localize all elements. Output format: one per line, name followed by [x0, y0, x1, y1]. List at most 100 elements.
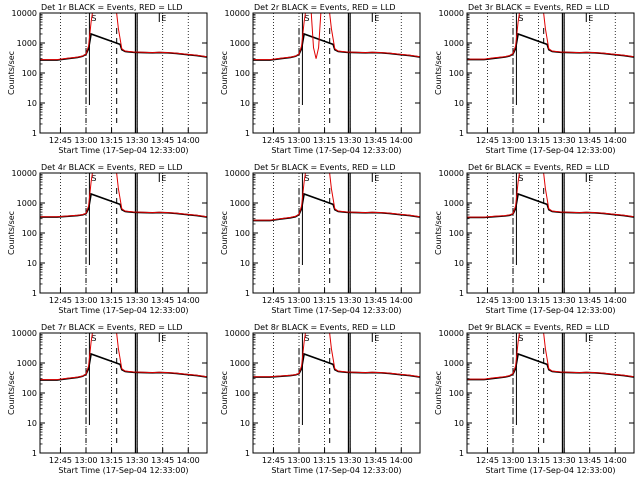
x-axis-label: Start Time (17-Sep-04 12:33:00)	[271, 146, 401, 155]
detector-plot-6: Det 6r BLACK = Events, RED = LLD S E 1 10 100…	[434, 163, 635, 315]
y-axis-label: Counts/sec	[220, 211, 229, 255]
y-tick-label: 1	[245, 449, 250, 458]
x-axis-label: Start Time (17-Sep-04 12:33:00)	[58, 146, 188, 155]
y-tick-label: 100	[449, 69, 464, 78]
y-tick-label: 1000	[230, 359, 250, 368]
plot-title: Det 9r BLACK = Events, RED = LLD	[468, 323, 610, 332]
x-tick-label: 13:45	[364, 296, 387, 305]
x-tick-label: 13:30	[339, 136, 362, 145]
series-events-line	[40, 32, 207, 61]
end-marker-label: E	[161, 14, 166, 23]
x-tick-label: 14:00	[604, 296, 627, 305]
y-tick-label: 10	[27, 419, 37, 428]
series-group	[467, 173, 634, 219]
series-group	[40, 173, 207, 218]
y-tick-label: 1	[245, 289, 250, 298]
plot-frame	[39, 172, 208, 294]
x-tick-label: 13:15	[100, 136, 123, 145]
x-tick-label: 13:30	[126, 296, 149, 305]
plot-frame	[252, 12, 421, 134]
series-events-line	[253, 192, 420, 222]
series-group	[467, 333, 634, 381]
y-tick-label: 1	[459, 289, 464, 298]
x-tick-label: 12:45	[49, 456, 72, 465]
y-tick-label: 10000	[12, 169, 37, 178]
x-tick-label: 13:15	[527, 456, 550, 465]
x-tick-label: 13:15	[313, 136, 336, 145]
series-lld-line	[40, 173, 207, 218]
y-tick-label: 100	[235, 69, 250, 78]
y-tick-label: 100	[449, 229, 464, 238]
x-tick-label: 13:45	[364, 456, 387, 465]
detector-plot-5: Det 5r BLACK = Events, RED = LLD S E 1 10 100…	[220, 163, 421, 315]
x-tick-label: 13:00	[501, 456, 524, 465]
plot-frame	[39, 332, 208, 454]
y-axis-label: Counts/sec	[434, 371, 443, 415]
x-axis-label: Start Time (17-Sep-04 12:33:00)	[485, 466, 615, 475]
end-marker-label: E	[161, 334, 166, 343]
x-tick-label: 13:30	[126, 456, 149, 465]
plot-title: Det 6r BLACK = Events, RED = LLD	[468, 163, 610, 172]
x-tick-label: 13:30	[553, 296, 576, 305]
detector-plot-3: Det 3r BLACK = Events, RED = LLD S E 1 10 100…	[434, 3, 635, 155]
series-events-line	[467, 32, 634, 61]
plot-title: Det 8r BLACK = Events, RED = LLD	[254, 323, 396, 332]
end-marker-label: E	[161, 174, 166, 183]
y-tick-label: 1	[245, 129, 250, 138]
detector-plot-2: Det 2r BLACK = Events, RED = LLD S E 1 10 100…	[220, 3, 421, 155]
start-marker-label: S	[91, 334, 96, 343]
start-marker-label: S	[304, 14, 309, 23]
plot-title: Det 3r BLACK = Events, RED = LLD	[468, 3, 610, 12]
y-tick-label: 1000	[230, 199, 250, 208]
x-tick-label: 12:45	[49, 136, 72, 145]
x-tick-label: 13:30	[339, 296, 362, 305]
plot-title: Det 4r BLACK = Events, RED = LLD	[41, 163, 183, 172]
x-tick-label: 13:15	[313, 456, 336, 465]
x-tick-label: 13:45	[578, 296, 601, 305]
plot-frame	[466, 12, 635, 134]
y-axis-label: Counts/sec	[434, 51, 443, 95]
x-tick-label: 13:00	[501, 296, 524, 305]
y-tick-label: 10	[27, 259, 37, 268]
x-tick-label: 13:30	[553, 456, 576, 465]
x-tick-label: 13:00	[501, 136, 524, 145]
x-tick-label: 13:00	[287, 136, 310, 145]
y-tick-label: 1000	[230, 39, 250, 48]
x-tick-label: 13:00	[74, 136, 97, 145]
series-lld-line	[40, 13, 207, 61]
x-tick-label: 13:45	[151, 136, 174, 145]
series-lld-line	[467, 173, 634, 218]
start-marker-label: S	[518, 174, 523, 183]
y-tick-label: 10000	[439, 9, 464, 18]
plot-title: Det 1r BLACK = Events, RED = LLD	[41, 3, 183, 12]
x-tick-label: 12:45	[476, 296, 499, 305]
x-tick-label: 13:15	[527, 136, 550, 145]
y-tick-label: 100	[449, 389, 464, 398]
series-lld-line	[40, 333, 207, 381]
end-marker-label: E	[374, 14, 379, 23]
detector-plot-1: Det 1r BLACK = Events, RED = LLD S E 1 10 100…	[7, 3, 208, 155]
series-events-line	[40, 352, 207, 381]
x-tick-label: 13:45	[364, 136, 387, 145]
x-tick-label: 13:30	[339, 456, 362, 465]
y-axis-label: Counts/sec	[7, 51, 16, 95]
y-tick-label: 1000	[17, 359, 37, 368]
detector-plot-8: Det 8r BLACK = Events, RED = LLD S E 1 10 100…	[220, 323, 421, 475]
y-tick-label: 10000	[439, 169, 464, 178]
end-marker-label: E	[588, 174, 593, 183]
y-tick-label: 10000	[225, 329, 250, 338]
x-tick-label: 13:15	[527, 296, 550, 305]
y-tick-label: 1000	[444, 39, 464, 48]
x-tick-label: 12:45	[49, 296, 72, 305]
x-tick-label: 13:00	[74, 296, 97, 305]
y-axis-label: Counts/sec	[7, 371, 16, 415]
start-marker-label: S	[304, 174, 309, 183]
y-axis-label: Counts/sec	[434, 211, 443, 255]
end-marker-label: E	[374, 334, 379, 343]
y-tick-label: 10	[27, 99, 37, 108]
x-tick-label: 12:45	[476, 136, 499, 145]
y-tick-label: 1	[459, 449, 464, 458]
y-tick-label: 1000	[444, 359, 464, 368]
y-tick-label: 1000	[444, 199, 464, 208]
